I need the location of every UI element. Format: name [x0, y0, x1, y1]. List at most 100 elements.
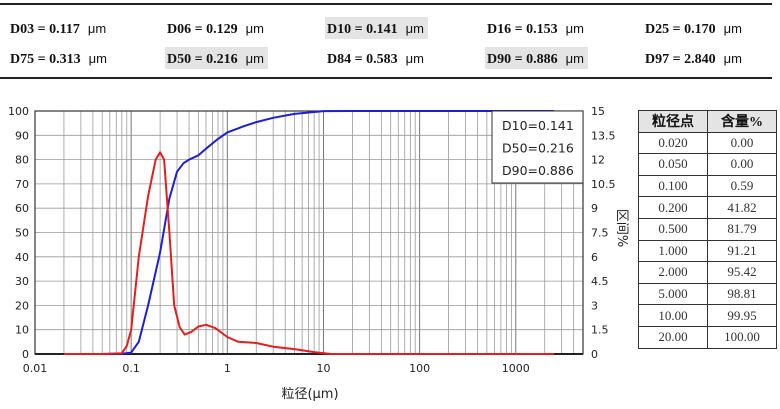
points-table: 粒径点 含量% 0.020 0.00 0.050 0.00 0.100 0.59 0.200…: [638, 110, 777, 349]
y2-tick-label: 6: [591, 251, 598, 264]
percentile-value: D25 = 0.170 μm: [643, 17, 746, 39]
top-rule: [0, 3, 772, 5]
cumulative-line: [63, 110, 555, 355]
unit-label: μm: [245, 51, 264, 66]
content-cell: 81.79: [707, 217, 777, 241]
table-row: 1.000 91.21: [638, 239, 777, 263]
percentile-label: D97 = 2.840: [645, 52, 716, 67]
percentile-value: D50 = 0.216 μm: [165, 47, 268, 69]
percentile-label: D06 = 0.129: [167, 22, 238, 37]
percentile-value: D10 = 0.141 μm: [325, 17, 428, 39]
y2-tick-label: 0: [591, 348, 598, 361]
legend-entry: D50=0.216: [502, 141, 574, 156]
bottom-rule: [0, 77, 772, 79]
size-cell: 20.00: [638, 325, 708, 349]
y2-tick-label: 12: [591, 154, 605, 167]
percentile-value: D03 = 0.117 μm: [8, 17, 110, 39]
percentile-label: D84 = 0.583: [327, 52, 398, 67]
percentile-label: D25 = 0.170: [645, 22, 716, 37]
table-row: 5.000 98.81: [638, 282, 777, 306]
percentile-value: D75 = 0.313 μm: [8, 47, 111, 69]
table-row: 2.000 95.42: [638, 261, 777, 284]
y2-axis-label: 区间%: [614, 209, 629, 247]
unit-label: μm: [405, 51, 424, 66]
unit-label: μm: [723, 51, 742, 66]
particle-size-chart: 010203040506070809010001.534.567.5910.51…: [8, 105, 629, 402]
table-row: 0.050 0.00: [638, 153, 777, 176]
percentile-label: D03 = 0.117: [10, 22, 80, 37]
y2-tick-label: 4.5: [591, 275, 609, 288]
size-cell: 0.020: [638, 131, 708, 155]
size-cell: 0.500: [638, 217, 708, 241]
unit-label: μm: [405, 21, 424, 36]
content-cell: 41.82: [707, 196, 777, 219]
distribution-line: [63, 151, 555, 355]
percentile-value: D06 = 0.129 μm: [165, 17, 268, 39]
y-tick-label: 20: [15, 299, 29, 312]
y2-tick-label: 1.5: [591, 324, 609, 337]
y2-tick-label: 13.5: [591, 129, 616, 142]
unit-label: μm: [245, 21, 264, 36]
col-header-size: 粒径点: [638, 110, 708, 133]
percentile-label: D10 = 0.141: [327, 22, 398, 37]
y2-tick-label: 15: [591, 105, 605, 118]
y-tick-label: 100: [8, 105, 29, 118]
y-tick-label: 60: [15, 202, 29, 215]
x-axis-label: 粒径(μm): [281, 387, 338, 402]
table-row: 10.00 99.95: [638, 304, 777, 327]
percentile-value: D16 = 0.153 μm: [485, 17, 588, 39]
size-cell: 0.050: [638, 153, 708, 176]
percentile-label: D16 = 0.153: [487, 22, 558, 37]
content-cell: 100.00: [707, 325, 777, 349]
x-tick-label: 1: [224, 362, 231, 375]
content-cell: 98.81: [707, 282, 777, 306]
y2-tick-label: 3: [591, 299, 598, 312]
table-row: 0.100 0.59: [638, 174, 777, 198]
size-cell: 0.200: [638, 196, 708, 219]
y-tick-label: 0: [22, 348, 29, 361]
content-cell: 91.21: [707, 239, 777, 263]
percentile-value: D84 = 0.583 μm: [325, 47, 428, 69]
y-tick-label: 30: [15, 275, 29, 288]
y2-tick-label: 9: [591, 202, 598, 215]
percentile-label: D90 = 0.886: [487, 52, 558, 67]
unit-label: μm: [723, 21, 742, 36]
x-tick-label: 0.1: [122, 362, 140, 375]
size-cell: 1.000: [638, 239, 708, 263]
table-row: 20.00 100.00: [638, 325, 777, 349]
y-tick-label: 70: [15, 178, 29, 191]
unit-label: μm: [565, 21, 584, 36]
legend-entry: D10=0.141: [502, 118, 574, 133]
size-cell: 5.000: [638, 282, 708, 306]
unit-label: μm: [87, 21, 107, 36]
content-cell: 0.00: [707, 131, 777, 155]
content-cell: 0.59: [707, 174, 777, 198]
unit-label: μm: [565, 51, 584, 66]
content-cell: 95.42: [707, 261, 777, 284]
unit-label: μm: [88, 51, 107, 66]
table-row: 0.500 81.79: [638, 217, 777, 241]
x-tick-label: 0.01: [23, 362, 48, 375]
x-tick-label: 100: [409, 362, 430, 375]
legend-entry: D90=0.886: [502, 163, 574, 178]
y-tick-label: 80: [15, 154, 29, 167]
y-tick-label: 10: [15, 324, 29, 337]
y-tick-label: 40: [15, 251, 29, 264]
percentile-value: D97 = 2.840 μm: [643, 47, 746, 69]
percentile-label: D75 = 0.313: [10, 52, 81, 67]
legend-box: [491, 110, 584, 184]
col-header-content: 含量%: [707, 110, 777, 133]
table-row: 0.020 0.00: [638, 131, 777, 155]
y2-tick-label: 7.5: [591, 227, 609, 240]
x-tick-label: 10: [316, 362, 330, 375]
percentile-value: D90 = 0.886 μm: [485, 47, 588, 69]
y2-tick-label: 10.5: [591, 178, 616, 191]
content-cell: 99.95: [707, 304, 777, 327]
y-tick-label: 50: [15, 227, 29, 240]
table-row: 0.200 41.82: [638, 196, 777, 219]
size-cell: 10.00: [638, 304, 708, 327]
y-tick-label: 90: [15, 129, 29, 142]
x-tick-label: 1000: [502, 362, 530, 375]
content-cell: 0.00: [707, 153, 777, 176]
percentile-label: D50 = 0.216: [167, 52, 238, 67]
